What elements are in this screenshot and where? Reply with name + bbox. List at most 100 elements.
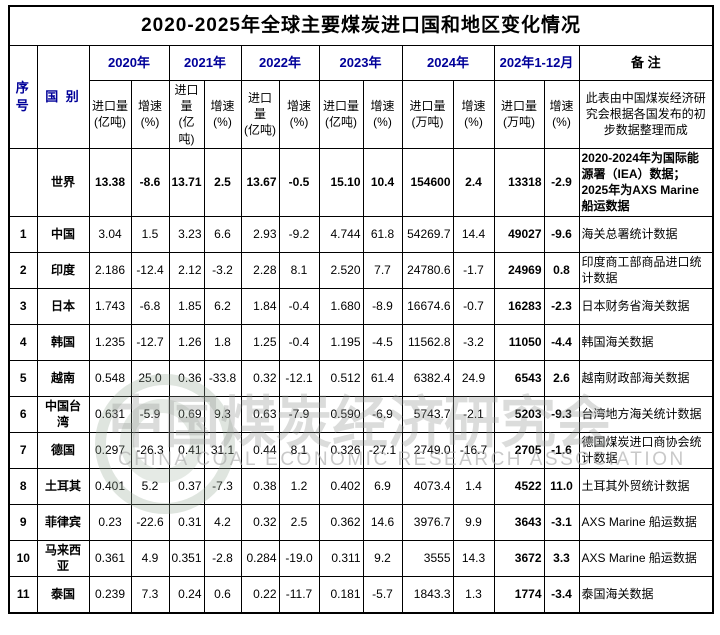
cell-value: 8.1: [278, 431, 320, 469]
vol-unit: (亿吨): [178, 115, 195, 146]
cell-value: 9.3: [203, 395, 242, 433]
vol-label: 进口量: [247, 91, 272, 122]
cell-value: -7.9: [278, 395, 320, 433]
cell-value: 2.520: [318, 251, 364, 289]
cell-value: 24969: [493, 251, 545, 289]
cell-value: 3.04: [88, 215, 132, 253]
cell-value: -12.1: [278, 359, 320, 397]
table-row: 2 印度 2.186 -12.4 2.12 -3.2 2.28 8.1 2.520 7.7 2478…: [8, 251, 714, 289]
cell-value: 0.38: [240, 467, 280, 505]
cell-value: -3.2: [203, 251, 242, 289]
rate-label: 增速: [370, 99, 395, 114]
cell-value: 5743.7: [401, 395, 454, 433]
cell-value: -7.3: [203, 467, 242, 505]
cell-value: -12.7: [130, 323, 170, 361]
cell-country: 世界: [36, 147, 90, 217]
cell-value: 2749.0: [401, 431, 454, 469]
cell-value: 3672: [493, 539, 545, 577]
cell-value: 0.402: [318, 467, 364, 505]
cell-value: 0.181: [318, 575, 364, 613]
sub-header-vol-2021: 进口量 (亿吨): [168, 80, 205, 149]
cell-value: 1.195: [318, 323, 364, 361]
rate-unit: (%): [552, 115, 571, 130]
cell-value: -27.1: [362, 431, 403, 469]
coal-import-table: 2020-2025年全球主要煤炭进口国和地区变化情况 序号 国 别 2020年 …: [8, 5, 715, 614]
sub-header-rate-2024: 增速 (%): [452, 80, 495, 149]
cell-value: 11050: [493, 323, 545, 361]
cell-remark: 土耳其外贸统计数据: [578, 467, 714, 505]
cell-value: 11.0: [543, 467, 580, 505]
vol-label: 进口量: [91, 99, 128, 114]
cell-value: 25.0: [130, 359, 170, 397]
cell-value: 3.3: [543, 539, 580, 577]
cell-value: 1.743: [88, 287, 132, 325]
cell-remark: 泰国海关数据: [578, 575, 714, 613]
table-row: 6 中国台湾 0.631 -5.9 0.69 9.3 0.63 -7.9 0.590 -6.9 57…: [8, 395, 714, 433]
cell-value: -5.9: [130, 395, 170, 433]
cell-value: 0.351: [168, 539, 205, 577]
cell-value: 0.37: [168, 467, 205, 505]
cell-value: 0.631: [88, 395, 132, 433]
cell-seq: 2: [8, 251, 38, 289]
cell-value: 2.4: [452, 147, 495, 217]
title-row: 2020-2025年全球主要煤炭进口国和地区变化情况: [8, 5, 714, 46]
cell-country: 日本: [36, 287, 90, 325]
table-row: 11 泰国 0.239 7.3 0.24 0.6 0.22 -11.7 0.181 -5.7 184…: [8, 575, 714, 613]
cell-value: 0.311: [318, 539, 364, 577]
cell-value: 8.1: [278, 251, 320, 289]
cell-country: 土耳其: [36, 467, 90, 505]
cell-remark: 日本财务省海关数据: [578, 287, 714, 325]
cell-value: -6.8: [130, 287, 170, 325]
cell-value: -0.4: [278, 323, 320, 361]
cell-country: 印度: [36, 251, 90, 289]
sub-header-rate-2025: 增速 (%): [543, 80, 580, 149]
cell-seq: 6: [8, 395, 38, 433]
table-row: 4 韩国 1.235 -12.7 1.26 1.8 1.25 -0.4 1.195 -4.5 115…: [8, 323, 714, 361]
cell-value: -16.7: [452, 431, 495, 469]
cell-value: 16674.6: [401, 287, 454, 325]
sub-header-rate-2022: 增速 (%): [278, 80, 320, 149]
sub-header-vol-2022: 进口量 (亿吨): [240, 80, 280, 149]
cell-value: 0.63: [240, 395, 280, 433]
cell-value: 1.25: [240, 323, 280, 361]
vol-unit: (万吨): [411, 115, 444, 130]
sub-header-rate-2023: 增速 (%): [362, 80, 403, 149]
cell-value: -0.7: [452, 287, 495, 325]
cell-value: 4.9: [130, 539, 170, 577]
cell-value: 54269.7: [401, 215, 454, 253]
cell-value: 0.326: [318, 431, 364, 469]
cell-value: 13.38: [88, 147, 132, 217]
table-row: 9 菲律宾 0.23 -22.6 0.31 4.2 0.32 2.5 0.362 14.6 3976…: [8, 503, 714, 541]
cell-value: 10.4: [362, 147, 403, 217]
cell-value: -22.6: [130, 503, 170, 541]
cell-seq: 10: [8, 539, 38, 577]
rate-unit: (%): [373, 115, 392, 130]
rate-unit: (%): [289, 115, 309, 130]
cell-value: 0.361: [88, 539, 132, 577]
cell-value: 1.8: [203, 323, 242, 361]
year-header-2023: 2023年: [318, 45, 403, 81]
cell-value: 61.8: [362, 215, 403, 253]
cell-seq: 5: [8, 359, 38, 397]
cell-country: 韩国: [36, 323, 90, 361]
rate-unit: (%): [464, 115, 483, 130]
cell-remark: 2020-2024年为国际能源署（IEA）数据；2025年为AXS Marine…: [578, 147, 714, 217]
cell-value: 2.5: [203, 147, 242, 217]
table-body: 世界 13.38 -8.6 13.71 2.5 13.67 -0.5 15.10 10.4 154…: [8, 147, 714, 613]
cell-value: 2705: [493, 431, 545, 469]
cell-value: 2.93: [240, 215, 280, 253]
cell-value: -19.0: [278, 539, 320, 577]
cell-value: -9.2: [278, 215, 320, 253]
cell-value: 9.2: [362, 539, 403, 577]
rate-unit: (%): [140, 115, 160, 130]
table-row: 5 越南 0.548 25.0 0.36 -33.8 0.32 -12.1 0.512 61.4 6…: [8, 359, 714, 397]
year-header-2022: 2022年: [240, 45, 320, 81]
cell-value: -1.6: [543, 431, 580, 469]
cell-seq: 4: [8, 323, 38, 361]
cell-value: 3555: [401, 539, 454, 577]
cell-value: 154600: [401, 147, 454, 217]
sub-header-row: 进口量 (亿吨) 增速 (%) 进口量 (亿吨) 增速 (%) 进口量 (亿吨) 增速 (%…: [9, 80, 714, 149]
year-header-2020: 2020年: [88, 45, 170, 81]
cell-value: 14.4: [452, 215, 495, 253]
rate-unit: (%): [213, 115, 232, 130]
